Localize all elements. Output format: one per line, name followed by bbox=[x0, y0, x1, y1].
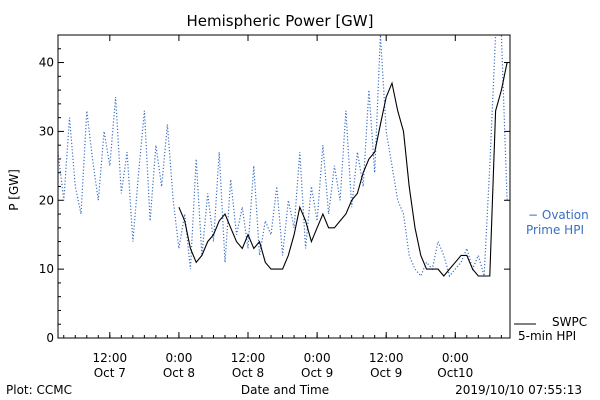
x-tick-label-time: 12:00 bbox=[369, 351, 404, 365]
plot-series bbox=[58, 35, 508, 278]
x-tick-label-date: Oct10 bbox=[437, 366, 473, 380]
y-tick-label: 20 bbox=[39, 193, 54, 207]
y-tick-label: 0 bbox=[46, 331, 54, 345]
x-tick-label-date: Oct 9 bbox=[370, 366, 402, 380]
x-tick-label-time: 0:00 bbox=[165, 351, 192, 365]
plot-source-label: Plot: CCMC bbox=[6, 383, 72, 397]
legend-swpc-line1: SWPC bbox=[552, 315, 587, 329]
x-tick-label-time: 12:00 bbox=[231, 351, 266, 365]
x-tick-label-time: 12:00 bbox=[93, 351, 128, 365]
y-tick-label: 10 bbox=[39, 262, 54, 276]
plot-frame bbox=[57, 34, 511, 339]
legend-swpc-line2: 5-min HPI bbox=[518, 329, 576, 343]
x-tick-label-date: Oct 8 bbox=[163, 366, 195, 380]
x-tick-label-date: Oct 9 bbox=[301, 366, 333, 380]
y-tick-label: 30 bbox=[39, 124, 54, 138]
x-tick-label-date: Oct 8 bbox=[232, 366, 264, 380]
plot-timestamp: 2019/10/10 07:55:13 bbox=[455, 383, 582, 397]
y-axis-ticks: 0 10 20 30 40 bbox=[39, 48, 510, 345]
legend-ovation-line1: − Ovation bbox=[528, 208, 589, 222]
x-tick-label-date: Oct 7 bbox=[94, 366, 126, 380]
x-tick-label-time: 0:00 bbox=[304, 351, 331, 365]
legend-ovation-line2: Prime HPI bbox=[526, 223, 584, 237]
x-axis-label: Date and Time bbox=[241, 383, 329, 397]
chart-title: Hemispheric Power [GW] bbox=[187, 12, 374, 30]
ovation-prime-series-line bbox=[58, 35, 508, 278]
y-tick-label: 40 bbox=[39, 56, 54, 70]
swpc-series-line bbox=[178, 62, 508, 277]
x-tick-label-time: 0:00 bbox=[442, 351, 469, 365]
y-axis-label: P [GW] bbox=[7, 169, 21, 211]
